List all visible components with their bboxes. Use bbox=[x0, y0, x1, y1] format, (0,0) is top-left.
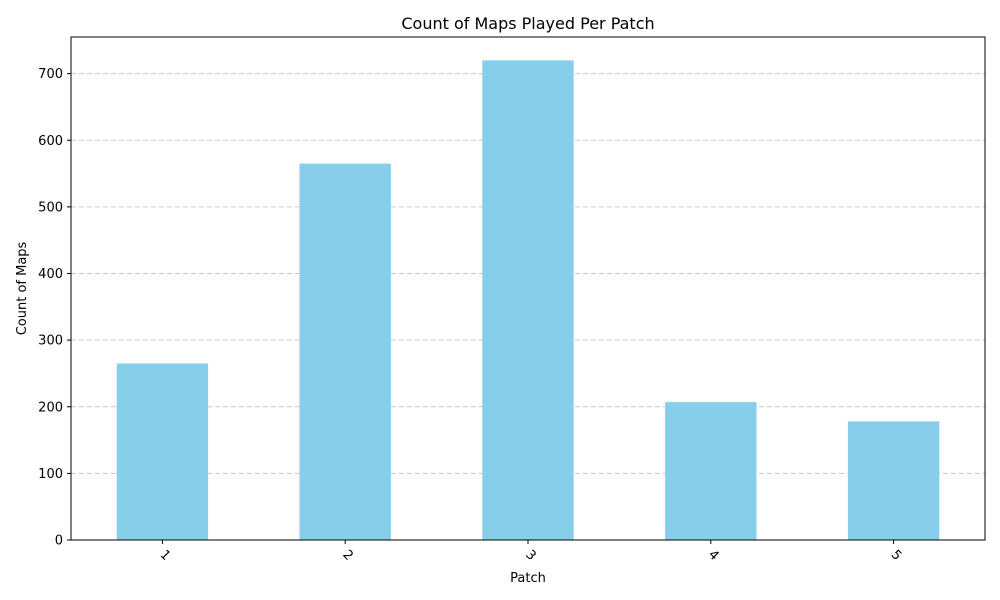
y-tick-label: 600 bbox=[38, 134, 63, 149]
x-tick-label: 3 bbox=[522, 547, 538, 563]
x-tick-label: 4 bbox=[705, 547, 721, 563]
y-tick-label: 0 bbox=[55, 534, 63, 549]
bar-patch-4 bbox=[665, 402, 757, 540]
y-tick-label: 700 bbox=[38, 67, 63, 82]
y-axis-ticks: 0 100 200 300 400 500 600 700 bbox=[38, 67, 71, 549]
y-tick-label: 300 bbox=[38, 334, 63, 349]
y-axis-label: Count of Maps bbox=[15, 241, 30, 335]
bar-patch-3 bbox=[482, 60, 574, 541]
y-tick-label: 100 bbox=[38, 467, 63, 482]
x-tick-label: 2 bbox=[339, 547, 355, 563]
bars bbox=[116, 60, 940, 541]
bar-patch-1 bbox=[116, 363, 209, 540]
plot-frame bbox=[70, 36, 986, 541]
chart-title: Count of Maps Played Per Patch bbox=[401, 14, 654, 33]
y-tick-label: 200 bbox=[38, 400, 63, 415]
y-tick-label: 500 bbox=[38, 200, 63, 215]
x-axis-label: Patch bbox=[510, 571, 546, 586]
x-tick-label: 5 bbox=[888, 547, 904, 563]
bar-patch-5 bbox=[847, 421, 940, 540]
y-tick-label: 400 bbox=[38, 267, 63, 282]
x-tick-label: 1 bbox=[157, 547, 173, 563]
x-axis-ticks: 1 2 3 4 5 bbox=[157, 540, 904, 564]
bar-patch-2 bbox=[299, 163, 391, 541]
